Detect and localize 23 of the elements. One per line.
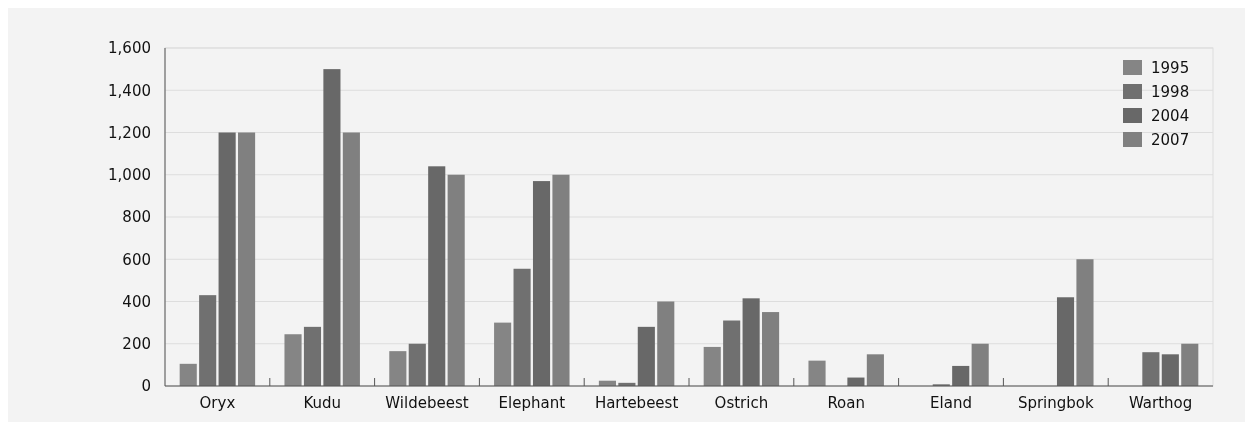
y-tick-label: 0: [141, 377, 151, 396]
legend-label: 2007: [1151, 131, 1190, 150]
x-tick-label: Kudu: [303, 394, 342, 412]
y-tick-label: 800: [122, 208, 151, 227]
x-tick-label: Ostrich: [714, 394, 769, 412]
y-tick-label: 600: [122, 250, 151, 269]
y-tick-label: 1,200: [108, 123, 151, 142]
y-tick-label: 1,000: [108, 166, 151, 184]
x-tick-label: Roan: [827, 394, 866, 412]
x-tick-label: Wildebeest: [385, 394, 469, 412]
x-tick-label: Hartebeest: [594, 394, 679, 412]
y-tick-label: 1,600: [108, 39, 151, 58]
x-tick-label: Springbok: [1017, 394, 1095, 412]
x-tick-label: Warthog: [1128, 394, 1193, 412]
legend-label: 2004: [1151, 107, 1190, 126]
x-tick-label: Elephant: [498, 394, 566, 412]
legend-label: 1998: [1151, 83, 1190, 102]
x-tick-label: Eland: [930, 394, 972, 412]
legend-label: 1995: [1151, 59, 1190, 78]
x-tick-label: Oryx: [199, 394, 236, 412]
y-tick-label: 200: [122, 335, 151, 353]
y-tick-label: 1,400: [108, 81, 151, 100]
y-tick-label: 400: [122, 292, 151, 311]
